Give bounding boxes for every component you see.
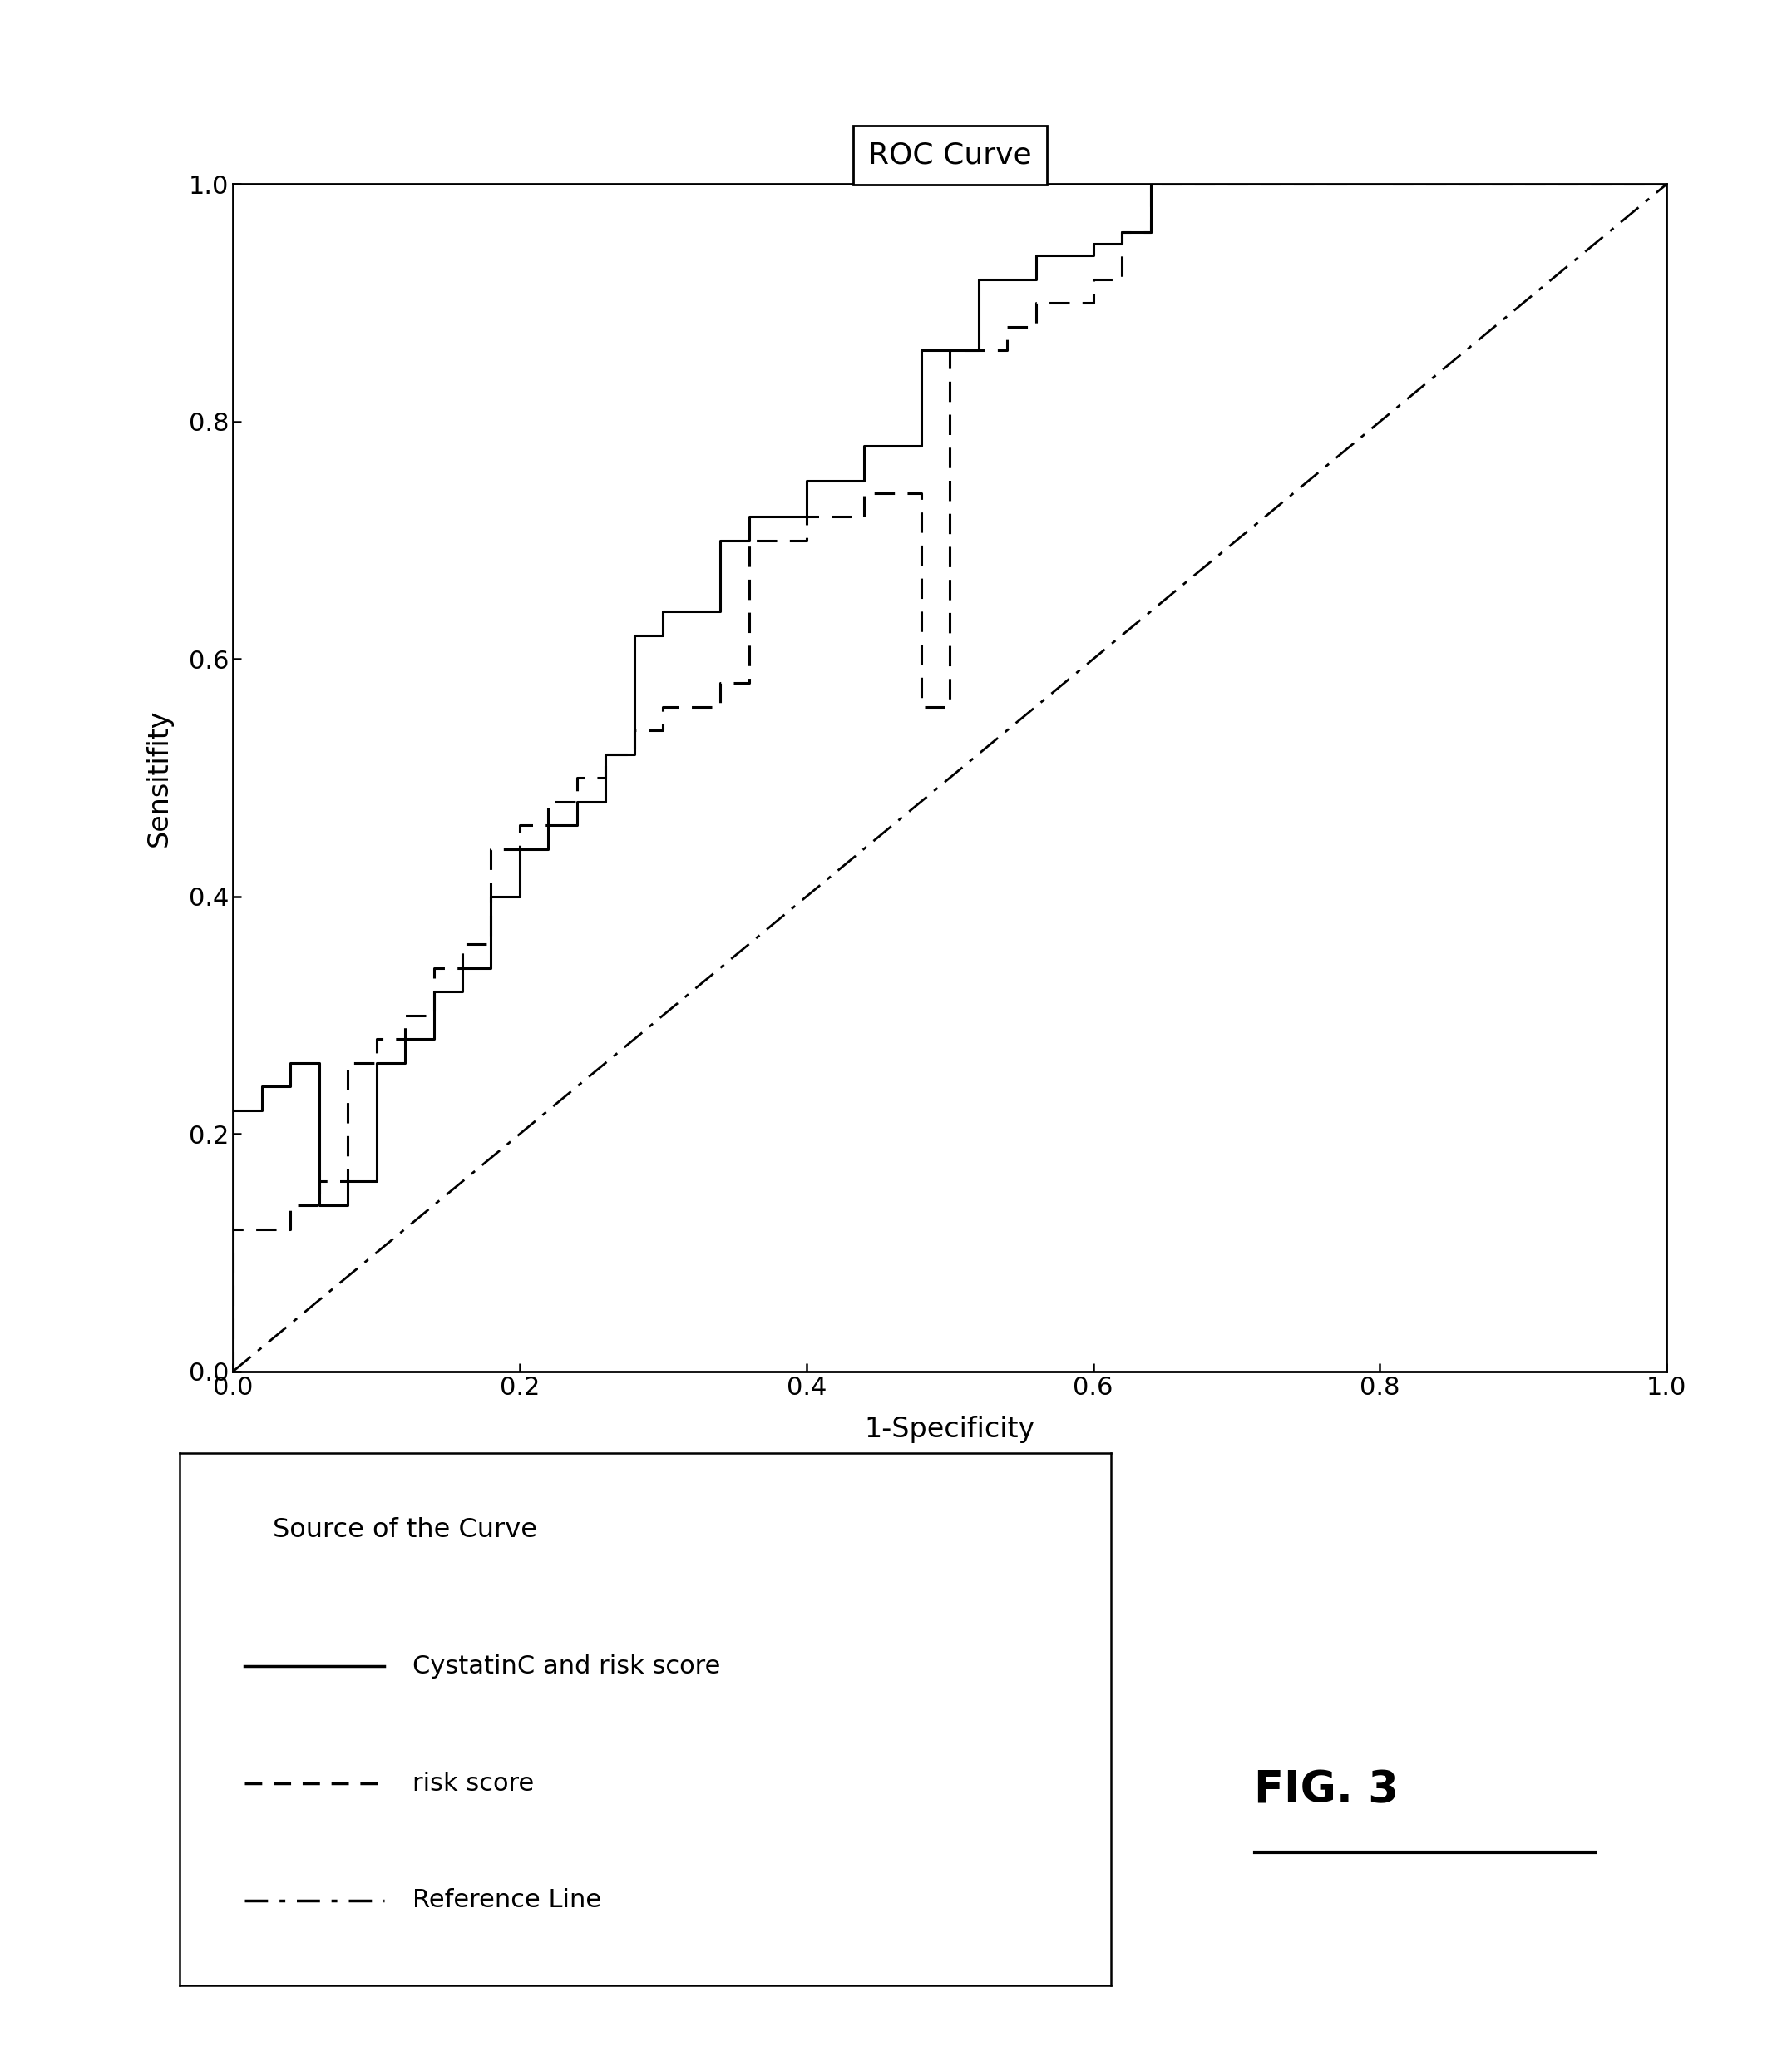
Text: Source of the Curve: Source of the Curve: [272, 1517, 538, 1543]
Text: risk score: risk score: [412, 1771, 534, 1795]
Text: CystatinC and risk score: CystatinC and risk score: [412, 1654, 720, 1679]
Y-axis label: Sensitifity: Sensitifity: [145, 708, 172, 847]
Text: FIG. 3: FIG. 3: [1254, 1769, 1400, 1812]
X-axis label: 1-Specificity: 1-Specificity: [864, 1417, 1036, 1443]
Title: ROC Curve: ROC Curve: [867, 141, 1032, 170]
Text: Reference Line: Reference Line: [412, 1889, 600, 1912]
